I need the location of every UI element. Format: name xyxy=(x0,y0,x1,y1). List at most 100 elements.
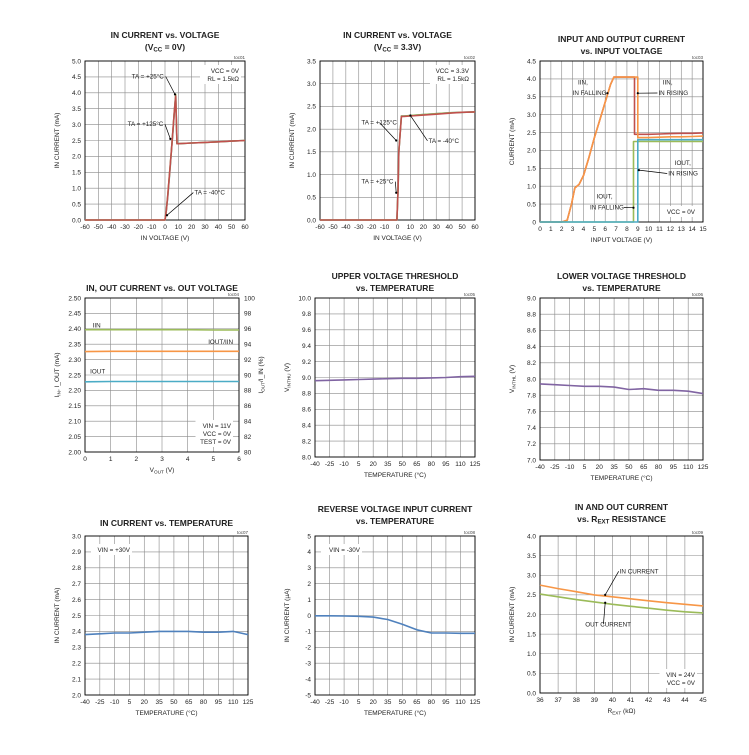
annotation-arrowhead xyxy=(604,593,607,596)
chart-title: LOWER VOLTAGE THRESHOLD xyxy=(557,271,686,281)
y-tick-label: 3.0 xyxy=(72,533,81,540)
y-tick-label: 9.2 xyxy=(302,359,311,366)
x-tick-label: 12 xyxy=(667,226,675,233)
y-tick-label: 2.9 xyxy=(72,549,81,556)
x-tick-label: 125 xyxy=(698,464,709,471)
y-axis-label: IN CURRENT (mA) xyxy=(54,588,61,644)
y-tick-label: -5 xyxy=(305,692,311,699)
y-tick-label: 2.1 xyxy=(72,676,81,683)
y-tick-label: 0 xyxy=(307,613,311,620)
y-tick-label: 2 xyxy=(307,581,311,588)
y-right-tick-label: 94 xyxy=(244,342,252,349)
x-tick-label: 35 xyxy=(610,464,618,471)
condition-box xyxy=(659,669,697,688)
y-right-axis-label: IOUT/I_IN (%) xyxy=(258,356,266,393)
y-axis-label: IN CURRENT (mA) xyxy=(509,587,516,643)
annotation-label: TA = +125°C xyxy=(128,120,164,128)
y-tick-label: 3.0 xyxy=(527,573,536,580)
x-tick-label: -10 xyxy=(147,224,157,231)
y-tick-label: 2.35 xyxy=(68,342,81,349)
annotation-arrow xyxy=(166,192,194,216)
x-tick-label: 50 xyxy=(399,699,407,706)
chart-subtitle: (VCC = 0V) xyxy=(145,42,185,54)
x-tick-label: -30 xyxy=(120,224,130,231)
x-axis-label: TEMPERATURE (°C) xyxy=(590,474,652,482)
x-tick-label: 0 xyxy=(83,456,87,463)
x-tick-label: 35 xyxy=(384,461,392,468)
y-tick-label: 2.0 xyxy=(527,148,536,155)
y-tick-label: 4.0 xyxy=(527,533,536,540)
x-tick-label: 110 xyxy=(455,699,466,706)
condition-text: VIN = 24V xyxy=(666,672,696,679)
y-right-tick-label: 82 xyxy=(244,434,252,441)
x-tick-label: 50 xyxy=(399,461,407,468)
chart-title: IN AND OUT CURRENT xyxy=(575,502,669,512)
x-tick-label: 65 xyxy=(185,699,193,706)
x-tick-label: -10 xyxy=(565,464,575,471)
x-tick-label: 125 xyxy=(470,699,481,706)
y-tick-label: 8.0 xyxy=(302,454,311,461)
x-tick-label: 20 xyxy=(141,699,149,706)
x-tick-label: 20 xyxy=(420,224,428,231)
chart-title: UPPER VOLTAGE THRESHOLD xyxy=(332,271,459,281)
chart-toc08: REVERSE VOLTAGE INPUT CURRENT vs. TEMPERA… xyxy=(284,504,481,717)
x-tick-label: 0 xyxy=(396,224,400,231)
chart-id-label: toc02 xyxy=(464,55,476,60)
x-tick-label: 30 xyxy=(433,224,441,231)
x-tick-label: 1 xyxy=(109,456,113,463)
x-tick-label: 110 xyxy=(228,699,239,706)
chart-id-label: toc05 xyxy=(464,292,476,297)
annotation-arrow xyxy=(165,76,176,95)
x-tick-label: 5 xyxy=(357,461,361,468)
x-tick-label: 95 xyxy=(442,699,450,706)
chart-title: IN CURRENT vs. VOLTAGE xyxy=(111,30,220,40)
y-right-tick-label: 98 xyxy=(244,311,252,318)
annotation-label: IOUT/IIN xyxy=(208,339,233,346)
condition-box xyxy=(91,544,132,555)
x-tick-label: 10 xyxy=(407,224,415,231)
y-tick-label: 3.5 xyxy=(527,94,536,101)
annotation-label: IOUT, xyxy=(675,160,691,167)
x-tick-label: -60 xyxy=(80,224,90,231)
series-line xyxy=(314,375,476,382)
y-tick-label: 1 xyxy=(307,597,311,604)
plot-frame xyxy=(314,297,476,458)
y-tick-label: 7.4 xyxy=(527,425,536,432)
y-tick-label: 3.5 xyxy=(307,58,316,65)
x-tick-label: 0 xyxy=(163,224,167,231)
series-line xyxy=(320,111,476,221)
x-tick-label: 3 xyxy=(571,226,575,233)
y-tick-label: 3.0 xyxy=(307,81,316,88)
series-line xyxy=(540,140,703,223)
series-line xyxy=(84,630,249,636)
y-tick-label: 2.2 xyxy=(72,661,81,668)
y-tick-label: 2.5 xyxy=(527,130,536,137)
series-line xyxy=(539,593,704,614)
y-tick-label: 8.2 xyxy=(527,360,536,367)
annotation-label: TA = -40°C xyxy=(429,137,460,145)
x-tick-label: -25 xyxy=(95,699,105,706)
annotation-arrowhead xyxy=(604,601,607,604)
condition-text: VIN = 11V xyxy=(203,423,232,430)
y-tick-label: 8.0 xyxy=(527,376,536,383)
y-tick-label: 2.4 xyxy=(72,629,81,636)
x-tick-label: 15 xyxy=(699,226,707,233)
chart-id-label: toc08 xyxy=(464,530,476,535)
y-tick-label: 4 xyxy=(307,549,311,556)
y-tick-label: 8.2 xyxy=(302,438,311,445)
plot-frame xyxy=(84,535,249,696)
y-right-tick-label: 92 xyxy=(244,357,252,364)
annotation-label: TA = +25°C xyxy=(361,178,394,186)
y-tick-label: -1 xyxy=(305,629,311,636)
x-tick-label: -20 xyxy=(367,224,377,231)
x-tick-label: 80 xyxy=(428,461,436,468)
y-tick-label: 9.6 xyxy=(302,327,311,334)
annotation-arrow xyxy=(394,181,397,193)
series-line xyxy=(539,383,704,395)
annotation-label: IN CURRENT xyxy=(620,568,659,575)
y-tick-label: 5 xyxy=(307,533,311,540)
y-tick-label: 1.0 xyxy=(527,651,536,658)
x-tick-label: -40 xyxy=(107,224,117,231)
x-tick-label: 44 xyxy=(681,697,689,704)
